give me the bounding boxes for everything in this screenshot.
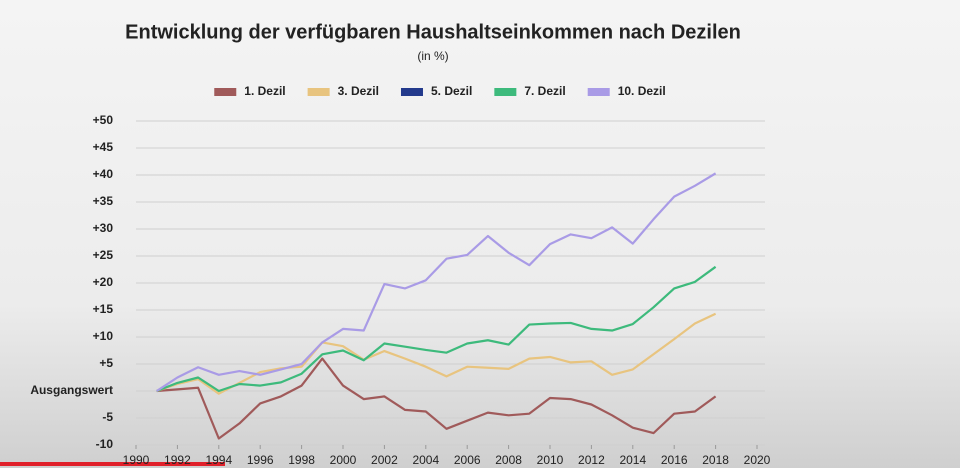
x-tick-label: 2012 (578, 453, 605, 467)
x-tick-label: 2008 (495, 453, 522, 467)
y-tick-label: +30 (93, 221, 114, 235)
x-tick-label: 2016 (661, 453, 688, 467)
legend-swatch (307, 88, 330, 96)
y-tick-label: +15 (93, 302, 114, 316)
y-tick-label: +50 (93, 113, 114, 127)
y-tick-label: +45 (93, 140, 114, 154)
y-tick-label: -10 (96, 437, 114, 451)
x-tick-label: 2018 (702, 453, 729, 467)
legend-swatch (400, 88, 423, 96)
series-line (156, 312, 717, 395)
x-tick-label: 1992 (164, 453, 191, 467)
progress-bar (0, 462, 225, 466)
legend-label: 7. Dezil (524, 84, 565, 98)
y-tick-label: -5 (102, 410, 113, 424)
legend-swatch (494, 88, 517, 96)
y-tick-label: +40 (93, 167, 114, 181)
x-tick-label: 2004 (412, 453, 439, 467)
x-tick-label: 1998 (288, 453, 315, 467)
series-line (156, 357, 717, 440)
y-tick-label: +35 (93, 194, 114, 208)
legend-label: 10. Dezil (618, 84, 666, 98)
legend-swatch (587, 88, 610, 96)
chart-subtitle: (in %) (417, 49, 448, 63)
legend-label: 3. Dezil (338, 84, 379, 98)
x-tick-label: 2006 (454, 453, 481, 467)
y-tick-label: +5 (99, 356, 113, 370)
x-tick-label: 1996 (247, 453, 274, 467)
x-tick-label: 2014 (619, 453, 646, 467)
chart-title: Entwicklung der verfügbaren Haushaltsein… (125, 21, 741, 43)
series-line (156, 172, 717, 392)
x-tick-label: 2002 (371, 453, 398, 467)
y-tick-label: +25 (93, 248, 114, 262)
legend-label: 5. Dezil (431, 84, 472, 98)
x-tick-label: 2010 (537, 453, 564, 467)
series-line (156, 265, 717, 393)
x-tick-label: 1994 (205, 453, 232, 467)
y-tick-label: Ausgangswert (30, 383, 113, 397)
y-tick-label: +20 (93, 275, 114, 289)
legend-swatch (214, 88, 237, 96)
y-tick-label: +10 (93, 329, 114, 343)
x-tick-label: 2000 (330, 453, 357, 467)
legend-label: 1. Dezil (244, 84, 285, 98)
x-tick-label: 1990 (123, 453, 150, 467)
x-tick-label: 2020 (744, 453, 771, 467)
